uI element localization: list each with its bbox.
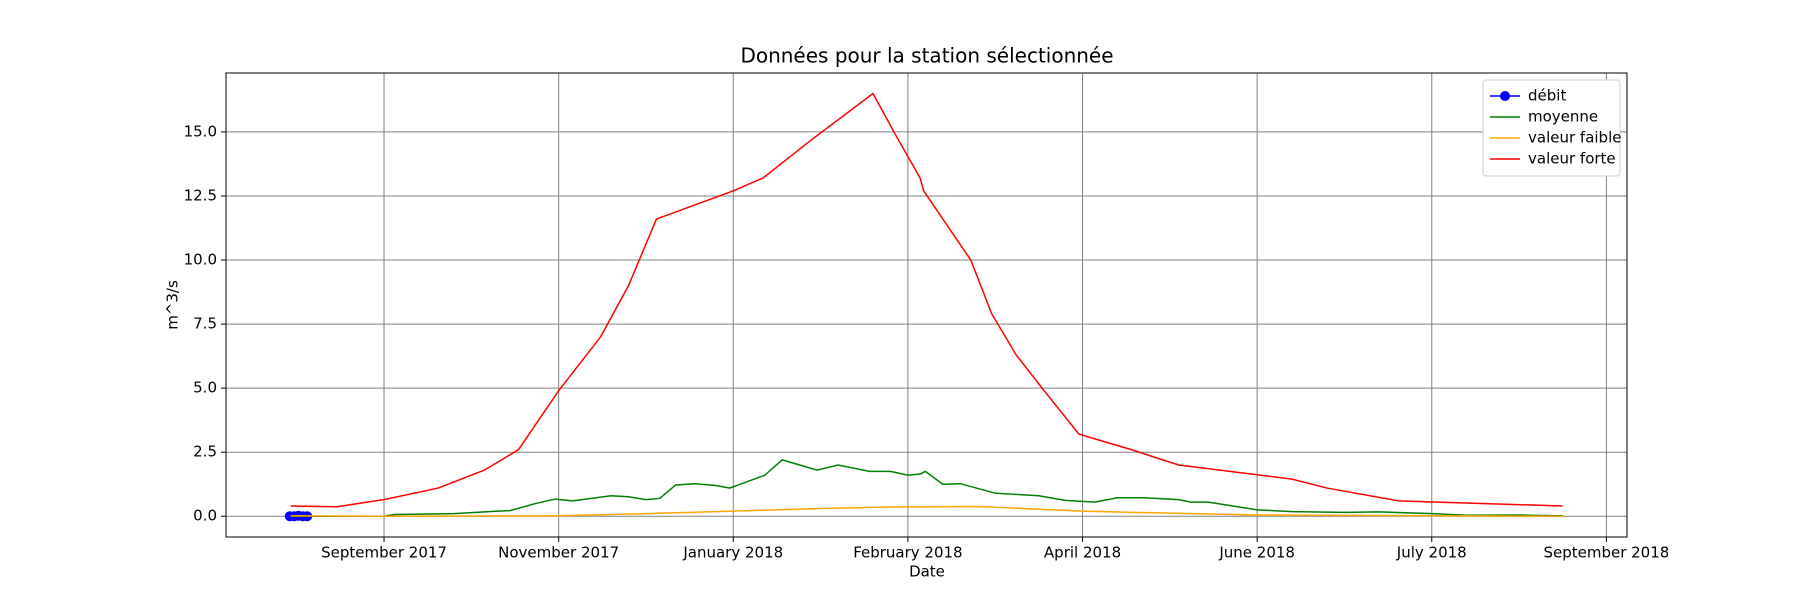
y-tick-label: 7.5: [193, 315, 217, 333]
legend-label: moyenne: [1528, 108, 1598, 126]
line: [290, 92, 1563, 508]
x-tick-label: November 2017: [498, 544, 619, 562]
x-tick-label: January 2018: [682, 544, 783, 562]
y-tick-label: 5.0: [193, 379, 217, 397]
x-tick-label: February 2018: [853, 544, 962, 562]
y-tick-label: 12.5: [184, 186, 217, 204]
plot-frame: [225, 72, 1628, 538]
x-tick-label: April 2018: [1044, 544, 1121, 562]
line: [290, 459, 1563, 517]
x-axis-label: Date: [909, 563, 945, 581]
chart-title: Données pour la station sélectionnée: [740, 44, 1113, 68]
line: [290, 505, 1563, 517]
legend-label: débit: [1528, 87, 1566, 105]
y-tick-label: 0.0: [193, 507, 217, 525]
x-tick-label: June 2018: [1218, 544, 1295, 562]
y-tick-label: 2.5: [193, 443, 217, 461]
x-tick-label: September 2017: [321, 544, 447, 562]
legend-box: [1482, 79, 1621, 177]
legend-label: valeur faible: [1528, 129, 1621, 147]
y-tick-label: 10.0: [184, 251, 217, 269]
y-tick-label: 15.0: [184, 122, 217, 140]
y-axis-label: m^3/s: [164, 280, 182, 330]
x-tick-label: July 2018: [1396, 544, 1467, 562]
legend-marker: [1500, 91, 1510, 101]
legend-label: valeur forte: [1528, 150, 1616, 168]
x-tick-label: September 2018: [1543, 544, 1669, 562]
